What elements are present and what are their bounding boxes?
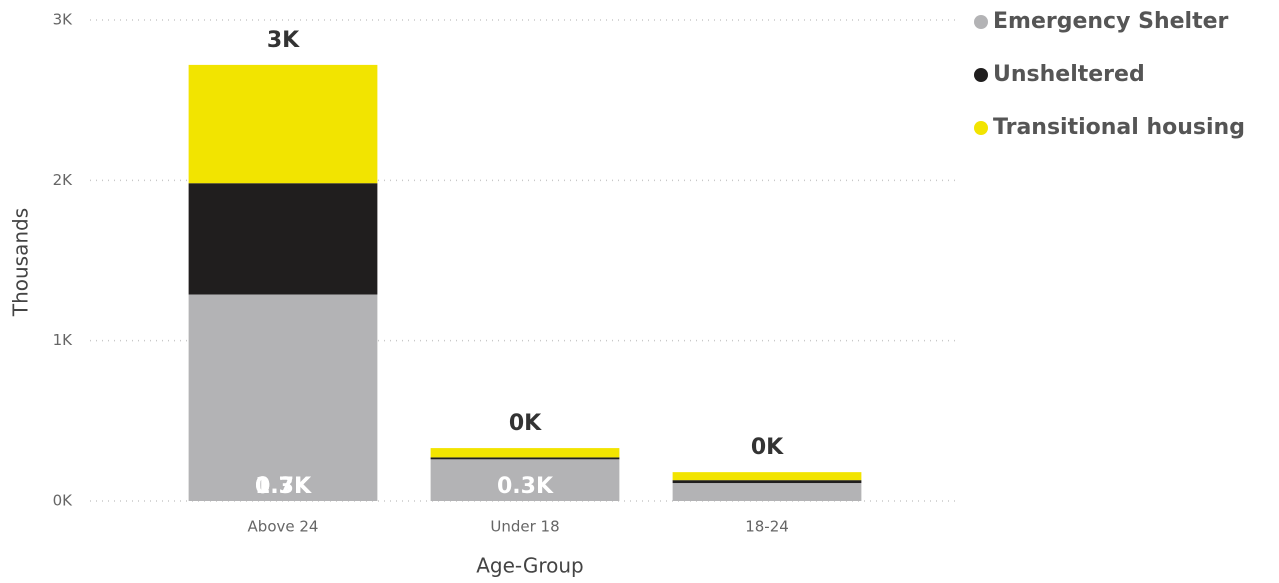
legend-marker	[974, 15, 988, 29]
legend-marker	[974, 121, 988, 135]
bar-segment	[672, 483, 862, 501]
legend-marker	[974, 68, 988, 82]
bar-segment	[430, 457, 620, 460]
legend-label: Transitional housing	[993, 115, 1245, 140]
y-tick-label: 3K	[53, 11, 74, 29]
bar-segment	[188, 64, 378, 184]
legend-label: Emergency Shelter	[993, 9, 1229, 34]
x-tick-label: Under 18	[490, 518, 559, 536]
y-tick-label: 0K	[53, 492, 74, 510]
total-label: 0K	[751, 435, 784, 460]
bar-segment	[430, 459, 620, 501]
bar-segment	[672, 472, 862, 481]
data-label: 0.7K	[255, 474, 312, 499]
x-axis-title: Age-Group	[476, 554, 584, 578]
total-label: 3K	[267, 28, 300, 53]
y-tick-label: 1K	[53, 331, 74, 349]
bar-segment	[188, 294, 378, 501]
data-label: 0.3K	[497, 474, 554, 499]
bar-segment	[430, 448, 620, 458]
data-label: 1.3K	[255, 474, 312, 499]
total-label: 0K	[509, 411, 542, 436]
x-tick-label: Above 24	[248, 518, 319, 536]
x-tick-label: 18-24	[745, 518, 789, 536]
data-label: 0.7K	[255, 474, 312, 499]
y-tick-label: 2K	[53, 171, 74, 189]
y-axis-title: Thousands	[9, 208, 33, 317]
bar-segment	[672, 480, 862, 484]
legend-label: Unsheltered	[993, 62, 1145, 87]
bar-segment	[188, 183, 378, 295]
